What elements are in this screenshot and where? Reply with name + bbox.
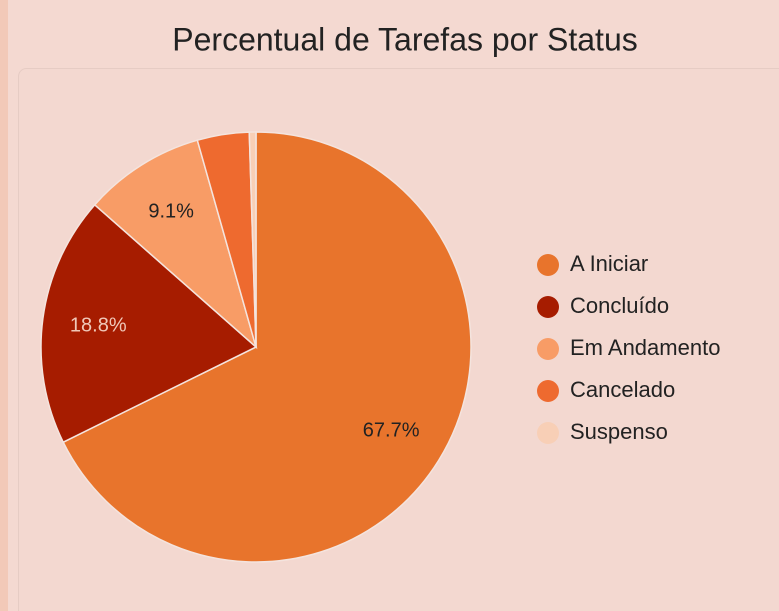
pie-slice [62,131,472,563]
legend: A Iniciar Concluído Em Andamento Cancelado S… [537,251,720,444]
pie-slice [93,139,258,350]
left-strip [0,0,8,611]
slice-label: 67.7% [363,419,420,441]
legend-swatch [537,338,559,360]
legend-label: Concluído [570,293,669,318]
slice-label: 9.1% [148,201,194,223]
legend-swatch [537,254,559,276]
pie-slice [40,203,258,444]
pie-slice [248,131,257,348]
slice-label: 18.8% [70,314,127,336]
legend-swatch [537,422,559,444]
pie: 67.7% 18.8% 9.1% [40,131,472,563]
legend-swatch [537,296,559,318]
legend-label: Em Andamento [570,335,720,360]
chart-title: Percentual de Tarefas por Status [172,21,637,57]
legend-label: A Iniciar [570,251,648,276]
legend-label: Cancelado [570,377,675,402]
legend-swatch [537,380,559,402]
legend-label: Suspenso [570,419,668,444]
